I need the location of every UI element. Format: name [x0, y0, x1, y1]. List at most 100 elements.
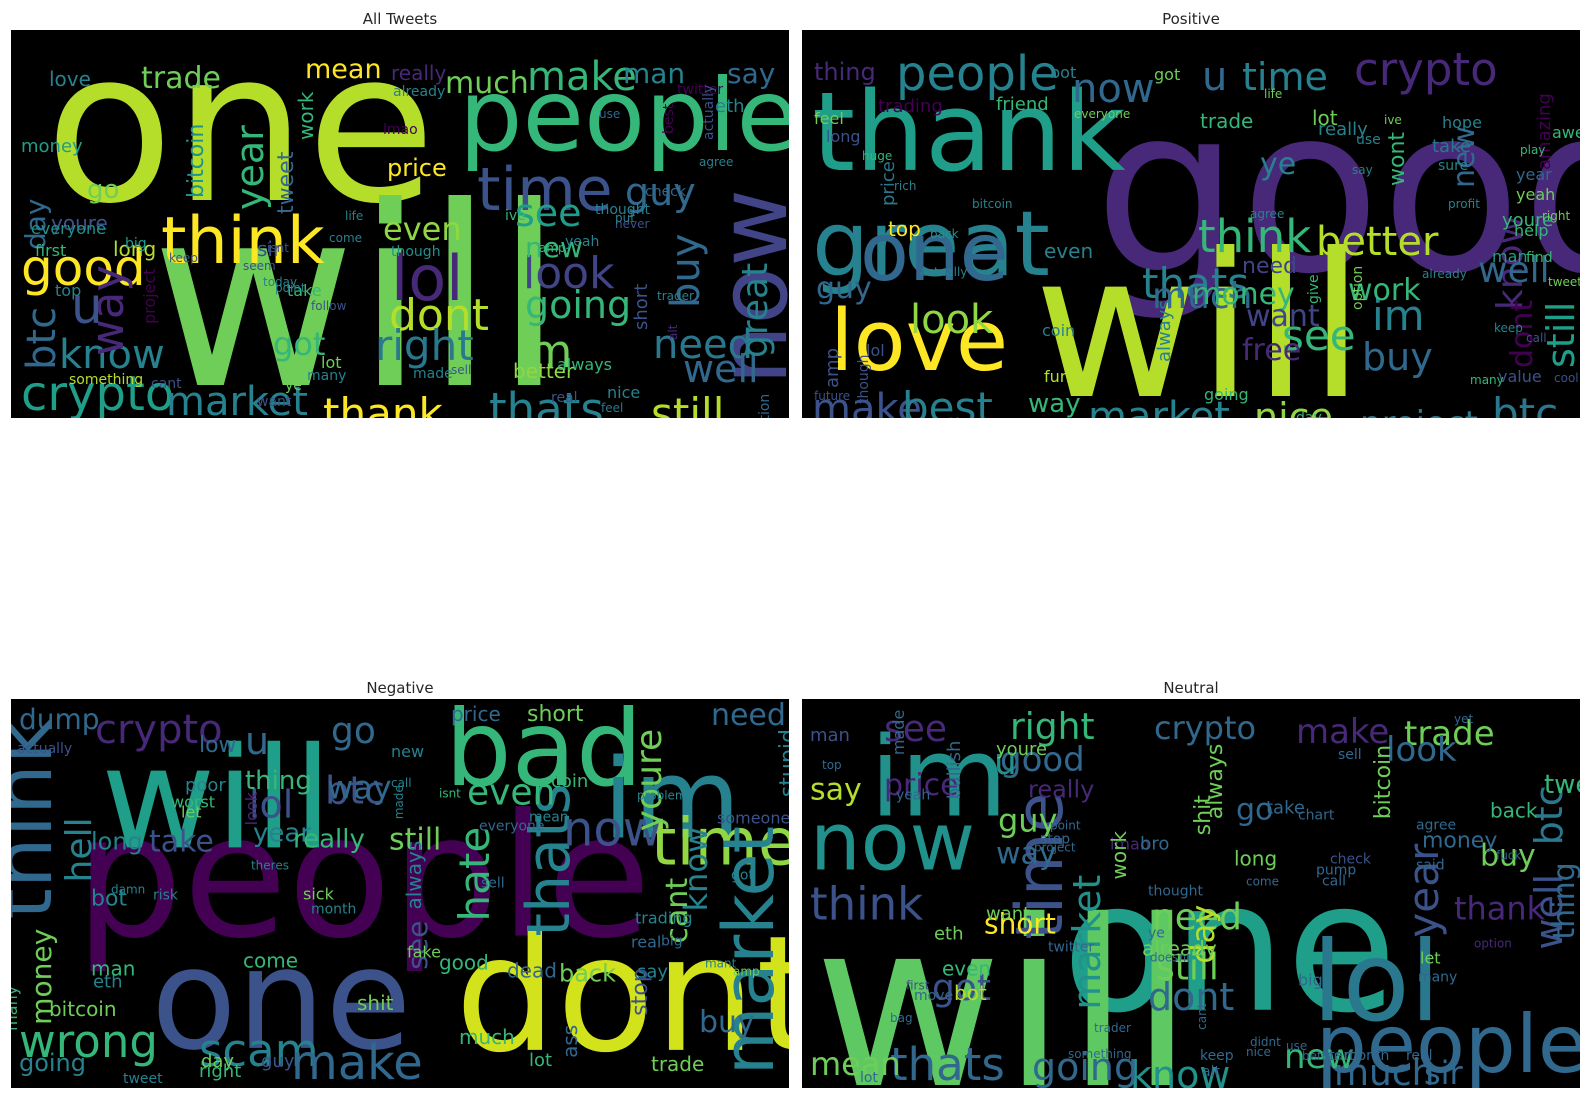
wordcloud-word: right [199, 1061, 241, 1082]
wordcloud-word: chart [1298, 807, 1335, 823]
wordcloud-word: say [810, 772, 862, 807]
wordcloud-word: great [735, 263, 776, 358]
wordcloud-panel-negative: Negative people will bad im dont one time think… [11, 679, 789, 1088]
wordcloud-word: find [1526, 250, 1553, 266]
wordcloud-word: project [1360, 404, 1478, 418]
wordcloud-word: bot [954, 981, 987, 1005]
wordcloud-word: bitcoin [49, 997, 117, 1021]
wordcloud-word: many [1418, 970, 1457, 986]
wordcloud-word: yeah [896, 787, 930, 803]
wordcloud-word: already [1422, 267, 1467, 281]
wordcloud-word: many [11, 986, 21, 1031]
wordcloud-word: month [311, 902, 356, 918]
wordcloud-word: made [392, 785, 406, 819]
wordcloud-word: think [810, 878, 923, 931]
wordcloud-word: still [1539, 302, 1580, 368]
wordcloud-word: much [1152, 276, 1253, 317]
wordcloud-word: long [91, 827, 143, 855]
wordcloud-word: agree [699, 155, 733, 169]
wordcloud-word: look [523, 248, 615, 299]
wordcloud-word: call [1526, 331, 1547, 345]
wordcloud-word: fake [407, 943, 441, 962]
wordcloud-word: need [1152, 898, 1242, 939]
wordcloud-word: lol [391, 242, 463, 315]
wordcloud-word: trading [878, 96, 943, 117]
wordcloud-word: time [477, 155, 613, 225]
wordcloud-word: nice [1246, 1045, 1271, 1059]
wordcloud-word: market [166, 379, 308, 418]
wordcloud-word: nice [607, 383, 640, 402]
wordcloud-word: twitter [677, 82, 723, 98]
wordcloud-word: lmao [1110, 834, 1150, 853]
wordcloud-word: take [149, 824, 214, 859]
wordcloud-word: much [1334, 1053, 1434, 1088]
wordcloud-word: good [439, 951, 489, 975]
wordcloud-word: ive [505, 208, 526, 224]
wordcloud-word: mean [305, 54, 382, 85]
wordcloud-word: come [1246, 874, 1279, 888]
wordcloud-word: make [812, 386, 922, 418]
wordcloud-word: eth [715, 96, 745, 117]
wordcloud-word: seem [243, 259, 276, 273]
wordcloud-word: way [327, 768, 392, 806]
wordcloud-word: doesnt [1150, 951, 1191, 965]
wordcloud-word: look [1386, 730, 1457, 770]
wordcloud-word: amp [822, 348, 843, 388]
wordcloud-word: guy [816, 271, 872, 306]
wordcloud-word: free [1242, 333, 1301, 368]
wordcloud-word: want [257, 394, 292, 410]
wordcloud-word: take [287, 281, 322, 300]
wordcloud-word: lot [529, 1050, 552, 1071]
wordcloud-word: really [391, 61, 446, 85]
wordcloud-word: see [515, 191, 582, 235]
wordcloud-word: love [49, 67, 91, 91]
wordcloud-word: everyone [1074, 107, 1130, 121]
wordcloud-word: well [1527, 874, 1571, 950]
wordcloud-word: many [307, 368, 346, 384]
wordcloud-word: think [11, 717, 70, 919]
wordcloud-word: tweet [1548, 275, 1580, 289]
wordcloud-word: love [830, 292, 1008, 391]
wordcloud-word: isnt [439, 786, 461, 800]
wordcloud-word: going [525, 283, 631, 327]
wordcloud-word: bro [157, 416, 186, 418]
wordcloud-word: crypto [1154, 709, 1256, 747]
wordcloud-word: call [391, 776, 412, 790]
panel-title: All Tweets [362, 10, 438, 28]
wordcloud-word: u [1202, 54, 1227, 100]
wordcloud-word: year [1516, 165, 1552, 184]
wordcloud-word: im [1372, 291, 1425, 340]
wordcloud-word: huge [862, 149, 892, 163]
wordcloud-word: youre [51, 211, 108, 235]
wordcloud-word: stop [1040, 831, 1070, 847]
wordcloud-word: man [810, 725, 850, 746]
wordcloud-word: isnt [267, 241, 289, 255]
wordcloud-word: thats [489, 383, 604, 418]
wordcloud-word: year [253, 818, 311, 848]
wordcloud-panel-neutral: Neutral one will im lol people now time think th… [802, 679, 1580, 1088]
wordcloud-word: ye [1260, 147, 1296, 182]
wordcloud-word: thought [1148, 883, 1203, 899]
wordcloud-word: everyone [479, 818, 545, 834]
wordcloud-word: price [878, 161, 899, 206]
wordcloud-word: work [1107, 831, 1131, 880]
wordcloud-word: amp [733, 965, 760, 979]
wordcloud-word: want [1246, 299, 1320, 334]
wordcloud-word: lol [866, 341, 885, 360]
wordcloud-word: bot [1050, 63, 1076, 82]
wordcloud-word: need [653, 322, 753, 368]
wordcloud-word: short [631, 284, 652, 330]
wordcloud-word: lot [321, 353, 342, 372]
wordcloud-word: actually [701, 85, 717, 140]
wordcloud-word: let [1420, 949, 1441, 968]
wordcloud-word: dont [1148, 975, 1234, 1019]
wordcloud-word: point [1050, 818, 1081, 832]
wordcloud-word: crypto [1354, 43, 1498, 96]
wordcloud-word: made [413, 366, 453, 382]
wordcloud-word: will [814, 872, 1194, 1088]
wordcloud-word: cant [151, 376, 182, 392]
wordcloud-word: eth [934, 924, 964, 945]
wordcloud-word: dead [507, 959, 557, 983]
wordcloud-word: good [1000, 740, 1085, 780]
wordcloud-word: im [870, 713, 1008, 841]
